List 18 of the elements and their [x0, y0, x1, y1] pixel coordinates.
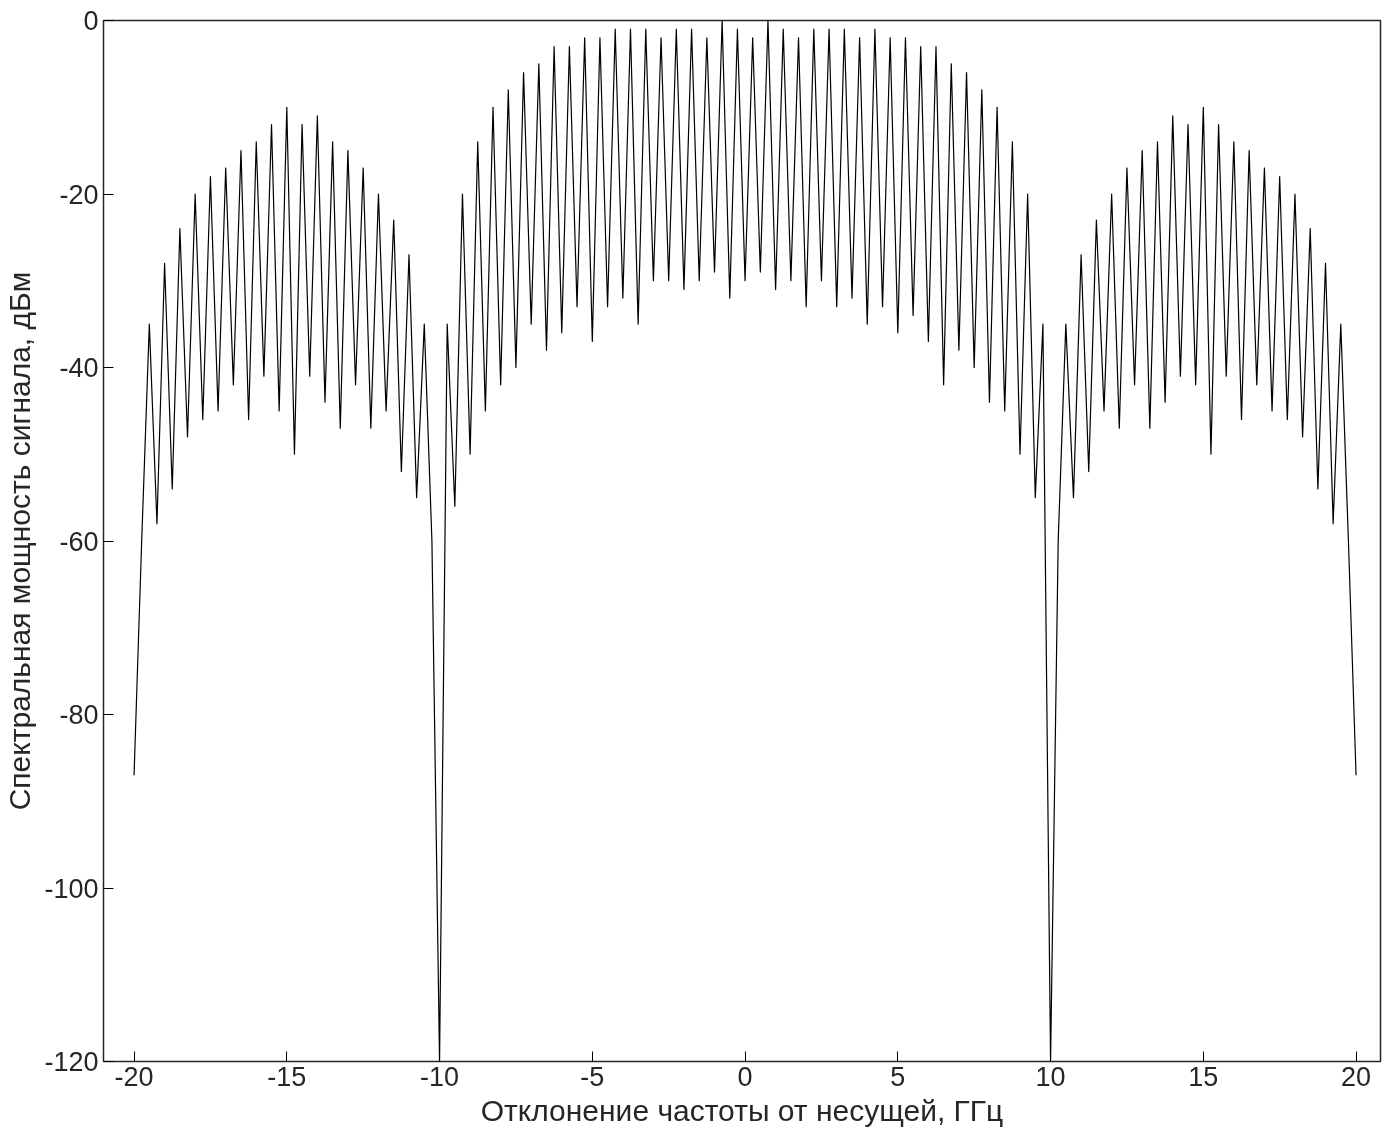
x-tick-label: -5	[580, 1061, 605, 1092]
x-tick-label: -15	[267, 1061, 307, 1092]
y-tick-label: 0	[83, 6, 99, 36]
x-tick-label: -10	[420, 1061, 460, 1092]
y-tick-label: -60	[59, 526, 99, 557]
y-tick-label: -80	[59, 700, 99, 730]
x-tick-label: -20	[114, 1061, 154, 1092]
x-axis-title: Отклонение частоты от несущей, ГГц	[480, 1093, 1004, 1127]
y-tick-label: -20	[59, 179, 99, 210]
x-tick-label: 15	[1188, 1061, 1219, 1092]
y-tick-label: -40	[59, 353, 99, 383]
x-tick-label: 0	[737, 1061, 753, 1092]
y-axis-title: Спектральная мощность сигнала, дБм	[3, 271, 37, 811]
x-tick-label: 20	[1341, 1061, 1372, 1092]
y-tick-label: -120	[44, 1047, 99, 1077]
x-tick-label: 10	[1035, 1061, 1066, 1092]
x-tick-label: 5	[890, 1061, 906, 1092]
y-tick-label: -100	[44, 873, 99, 904]
